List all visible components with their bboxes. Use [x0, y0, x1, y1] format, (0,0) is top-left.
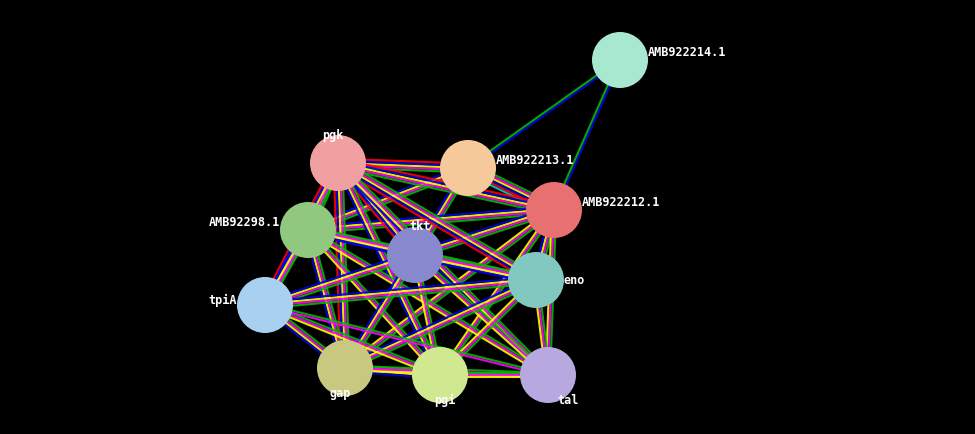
Circle shape — [592, 32, 648, 88]
Text: tal: tal — [558, 394, 579, 407]
Text: gap: gap — [330, 387, 351, 400]
Circle shape — [387, 227, 443, 283]
Text: eno: eno — [564, 273, 585, 286]
Text: tpiA: tpiA — [209, 293, 237, 306]
Text: pgk: pgk — [323, 128, 343, 141]
Circle shape — [280, 202, 336, 258]
Text: AMB922214.1: AMB922214.1 — [648, 46, 726, 59]
Circle shape — [237, 277, 293, 333]
Circle shape — [412, 347, 468, 403]
Text: tkt: tkt — [410, 220, 431, 233]
Circle shape — [317, 340, 373, 396]
Circle shape — [440, 140, 496, 196]
Text: AMB922213.1: AMB922213.1 — [496, 154, 574, 167]
Circle shape — [520, 347, 576, 403]
Text: pgi: pgi — [434, 394, 455, 407]
Circle shape — [310, 135, 366, 191]
Circle shape — [508, 252, 564, 308]
Text: AMB922212.1: AMB922212.1 — [582, 195, 660, 208]
Circle shape — [526, 182, 582, 238]
Text: AMB92298.1: AMB92298.1 — [209, 216, 280, 228]
